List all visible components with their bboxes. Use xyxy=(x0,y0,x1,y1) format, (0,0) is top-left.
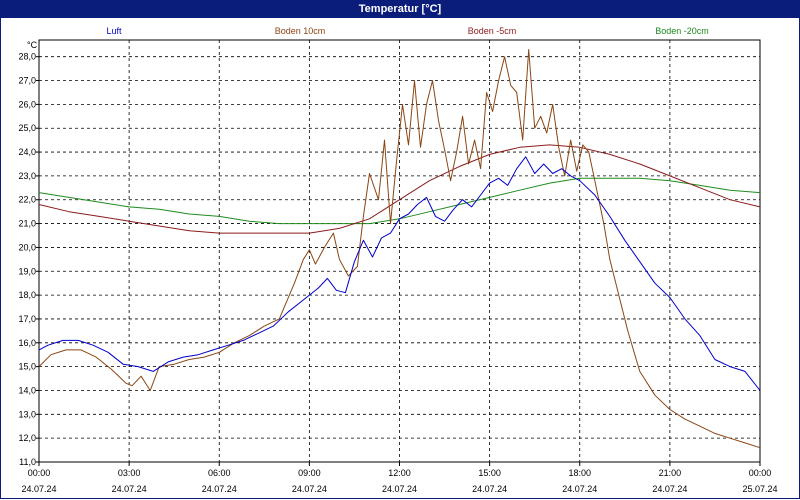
y-tick-label: 17,0 xyxy=(18,314,36,324)
y-tick-label: 19,0 xyxy=(18,266,36,276)
x-tick-date: 24.07.24 xyxy=(472,484,507,494)
x-tick-time: 15:00 xyxy=(478,468,501,478)
y-tick-label: 13,0 xyxy=(18,409,36,419)
y-tick-label: 20,0 xyxy=(18,242,36,252)
y-axis-unit: °C xyxy=(27,40,38,50)
x-tick-date: 24.07.24 xyxy=(21,484,56,494)
series-line-boden-10cm xyxy=(38,49,761,449)
y-tick-label: 11,0 xyxy=(19,457,36,467)
y-tick-label: 12,0 xyxy=(18,433,36,443)
legend-entry: Luft xyxy=(106,26,122,36)
legend-entry: Boden 10cm xyxy=(275,26,326,36)
y-tick-label: 16,0 xyxy=(18,338,36,348)
legend-entry: Boden -5cm xyxy=(468,26,517,36)
y-tick-label: 28,0 xyxy=(18,52,36,62)
x-tick-date: 25.07.24 xyxy=(742,484,777,494)
x-tick-date: 24.07.24 xyxy=(112,484,147,494)
x-tick-time: 18:00 xyxy=(568,468,591,478)
x-tick-time: 09:00 xyxy=(298,468,321,478)
y-tick-label: 14,0 xyxy=(18,385,36,395)
x-tick-date: 24.07.24 xyxy=(292,484,327,494)
y-tick-label: 21,0 xyxy=(18,219,36,229)
y-tick-label: 22,0 xyxy=(18,195,36,205)
x-tick-date: 24.07.24 xyxy=(652,484,687,494)
y-tick-label: 15,0 xyxy=(18,362,36,372)
series-line-boden-5cm xyxy=(38,144,761,234)
x-tick-time: 03:00 xyxy=(118,468,141,478)
x-tick-date: 24.07.24 xyxy=(562,484,597,494)
legend-entry: Boden -20cm xyxy=(655,26,709,36)
x-tick-date: 24.07.24 xyxy=(202,484,237,494)
x-tick-time: 12:00 xyxy=(388,468,411,478)
y-tick-label: 25,0 xyxy=(18,123,36,133)
y-tick-label: 26,0 xyxy=(18,99,36,109)
series-line-luft xyxy=(38,156,761,391)
window-title: Temperatur [°C] xyxy=(0,0,800,18)
y-tick-label: 27,0 xyxy=(18,76,36,86)
x-tick-time: 00:00 xyxy=(749,468,772,478)
x-tick-time: 06:00 xyxy=(208,468,231,478)
x-tick-date: 24.07.24 xyxy=(382,484,417,494)
y-tick-label: 23,0 xyxy=(18,171,36,181)
y-tick-label: 24,0 xyxy=(18,147,36,157)
x-tick-time: 21:00 xyxy=(659,468,682,478)
x-tick-time: 00:00 xyxy=(28,468,51,478)
y-tick-label: 18,0 xyxy=(18,290,36,300)
